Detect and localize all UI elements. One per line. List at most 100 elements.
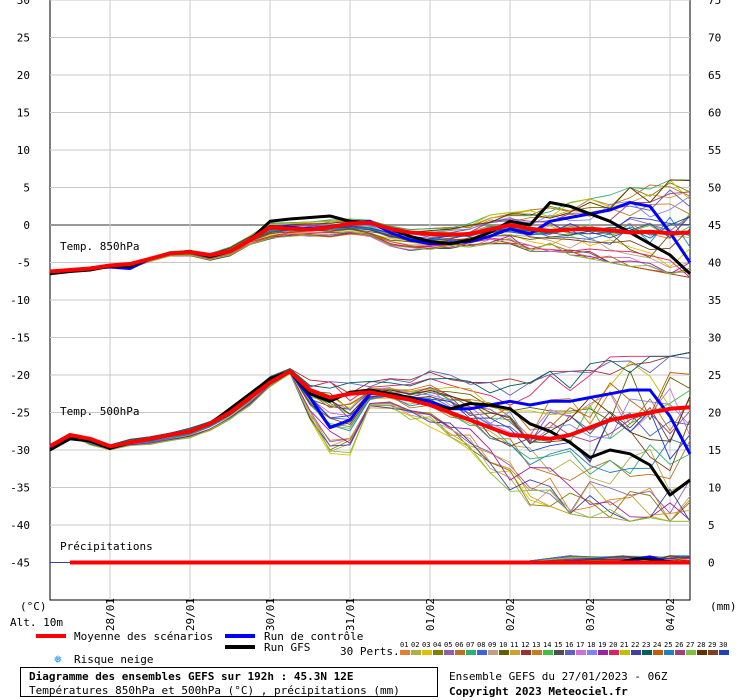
pert-swatch	[400, 650, 410, 655]
x-tick-label: 01/02	[424, 598, 437, 631]
left-tick-label: -30	[10, 444, 30, 457]
right-tick-label: 35	[708, 294, 721, 307]
right-tick-label: 75	[708, 0, 721, 7]
pert-number: 13	[532, 641, 540, 649]
ensemble-info: Ensemble GEFS du 27/01/2023 - 06Z	[449, 670, 668, 683]
altitude-label: Alt. 10m	[10, 616, 63, 629]
right-tick-label: 65	[708, 69, 721, 82]
pert-swatch	[653, 650, 663, 655]
footer-title: Diagramme des ensembles GEFS sur 192h : …	[29, 670, 354, 683]
pert-number: 01	[400, 641, 408, 649]
pert-number: 05	[444, 641, 452, 649]
left-tick-label: 5	[23, 182, 30, 195]
left-tick-label: -5	[17, 257, 30, 270]
footer-box: Diagramme des ensembles GEFS sur 192h : …	[20, 667, 438, 697]
pert-swatch	[708, 650, 718, 655]
pert-swatch	[631, 650, 641, 655]
right-tick-label: 40	[708, 257, 721, 270]
left-axis-unit: (°C)	[20, 600, 47, 613]
pert-swatch	[543, 650, 553, 655]
snow-icon: ❅	[54, 652, 62, 667]
x-tick-label: 04/02	[664, 598, 677, 631]
right-tick-label: 60	[708, 107, 721, 120]
pert-number: 18	[587, 641, 595, 649]
right-tick-label: 0	[708, 557, 715, 570]
right-tick-label: 55	[708, 144, 721, 157]
left-tick-label: -10	[10, 294, 30, 307]
pert-number: 21	[620, 641, 628, 649]
pert-swatch	[477, 650, 487, 655]
pert-number: 23	[642, 641, 650, 649]
left-tick-label: -25	[10, 407, 30, 420]
pert-number: 04	[433, 641, 441, 649]
pert-number: 06	[455, 641, 463, 649]
legend-snow-label: Risque neige	[74, 653, 153, 666]
pert-number: 11	[510, 641, 518, 649]
pert-swatch	[675, 650, 685, 655]
left-tick-label: 20	[17, 69, 30, 82]
pert-number: 14	[543, 641, 551, 649]
left-tick-label: 30	[17, 0, 30, 7]
pert-swatch	[499, 650, 509, 655]
pert-number: 30	[719, 641, 727, 649]
pert-swatch	[422, 650, 432, 655]
right-tick-label: 10	[708, 482, 721, 495]
right-tick-label: 20	[708, 407, 721, 420]
pert-number: 03	[422, 641, 430, 649]
right-tick-label: 15	[708, 444, 721, 457]
panel-labels: Temp. 850hPa Temp. 500hPa Précipitations	[60, 240, 153, 553]
left-tick-label: -15	[10, 332, 30, 345]
legend: Moyenne des scénarios Run de contrôleRun …	[36, 630, 729, 667]
pert-number: 25	[664, 641, 672, 649]
x-tick-label: 31/01	[344, 598, 357, 631]
left-tick-label: -40	[10, 519, 30, 532]
mean-line	[49, 220, 691, 274]
pert-swatch	[565, 650, 575, 655]
pert-number: 08	[477, 641, 485, 649]
pert-swatch	[587, 650, 597, 655]
legend-perts-label: 30 Perts.	[340, 645, 400, 658]
right-tick-label: 30	[708, 332, 721, 345]
pert-swatch	[444, 650, 454, 655]
pert-swatch	[466, 650, 476, 655]
right-tick-label: 25	[708, 369, 721, 382]
pert-swatch	[697, 650, 707, 655]
panel-label: Temp. 500hPa	[60, 405, 139, 418]
pert-number: 09	[488, 641, 496, 649]
x-tick-label: 29/01	[184, 598, 197, 631]
pert-number: 27	[686, 641, 694, 649]
right-tick-label: 50	[708, 182, 721, 195]
pert-swatch	[455, 650, 465, 655]
right-tick-label: 70	[708, 32, 721, 45]
copyright: Copyright 2023 Meteociel.fr	[449, 685, 628, 698]
member-line	[49, 371, 691, 473]
x-tick-label: 30/01	[264, 598, 277, 631]
left-tick-label: 0	[23, 219, 30, 232]
legend-mean-label: Moyenne des scénarios	[74, 630, 213, 643]
pert-number: 07	[466, 641, 474, 649]
pert-swatch	[609, 650, 619, 655]
legend-gfs-label: Run GFS	[264, 641, 310, 654]
left-tick-label: 10	[17, 144, 30, 157]
mean-line	[49, 369, 691, 449]
pert-number: 12	[521, 641, 529, 649]
pert-number: 28	[697, 641, 705, 649]
panel-label: Temp. 850hPa	[60, 240, 139, 253]
series-lines	[49, 201, 692, 565]
right-axis-unit: (mm)	[710, 600, 737, 613]
pert-number: 17	[576, 641, 584, 649]
pert-number: 10	[499, 641, 507, 649]
pert-swatch	[521, 650, 531, 655]
pert-number: 26	[675, 641, 683, 649]
pert-swatch	[642, 650, 652, 655]
pert-number: 29	[708, 641, 716, 649]
pert-number: 24	[653, 641, 661, 649]
pert-swatch	[532, 650, 542, 655]
pert-swatch	[510, 650, 520, 655]
left-tick-label: -45	[10, 557, 30, 570]
pert-swatch	[433, 650, 443, 655]
panel-label: Précipitations	[60, 540, 153, 553]
legend-control-label: Run de contrôle	[264, 630, 363, 643]
